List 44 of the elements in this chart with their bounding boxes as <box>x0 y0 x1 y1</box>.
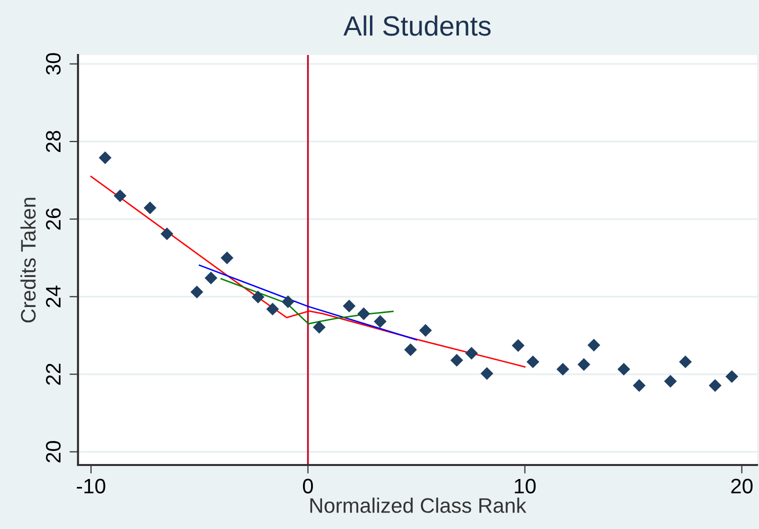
point <box>526 355 540 368</box>
point <box>588 338 600 352</box>
point <box>114 189 126 202</box>
point <box>450 354 464 367</box>
point <box>252 290 264 304</box>
point <box>204 272 218 284</box>
point <box>617 362 630 376</box>
point <box>98 151 112 164</box>
x-tick-label: 10 <box>514 478 536 494</box>
point <box>342 300 356 312</box>
y-tick-label: 24 <box>46 286 60 308</box>
point <box>404 343 417 356</box>
chart-title: All Students <box>343 15 491 36</box>
point <box>708 379 722 392</box>
point <box>679 355 692 368</box>
point <box>556 362 570 376</box>
y-tick-label: 26 <box>46 208 61 230</box>
point <box>465 346 478 360</box>
point <box>144 201 156 214</box>
line-series <box>90 176 526 368</box>
point <box>374 315 387 328</box>
point <box>312 320 326 334</box>
y-tick-label: 22 <box>46 364 60 385</box>
point <box>357 307 370 320</box>
point <box>632 379 646 392</box>
x-axis-title: Normalized Class Rank <box>310 498 526 513</box>
point <box>266 302 279 316</box>
point <box>282 295 294 308</box>
x-tick-label: -10 <box>76 478 106 494</box>
point <box>160 227 174 240</box>
y-axis-title: Credits Taken <box>20 198 36 322</box>
point <box>725 370 738 383</box>
point <box>578 358 590 371</box>
point <box>419 324 432 337</box>
y-tick-label: 20 <box>46 441 61 462</box>
point <box>190 286 204 298</box>
x-tick-label: 20 <box>731 478 753 494</box>
point <box>664 374 677 388</box>
x-tick-label: 0 <box>302 478 313 494</box>
y-tick-label: 28 <box>46 130 61 152</box>
point <box>480 367 494 380</box>
y-tick-label: 30 <box>46 53 61 75</box>
point <box>220 252 234 264</box>
point <box>512 339 525 352</box>
